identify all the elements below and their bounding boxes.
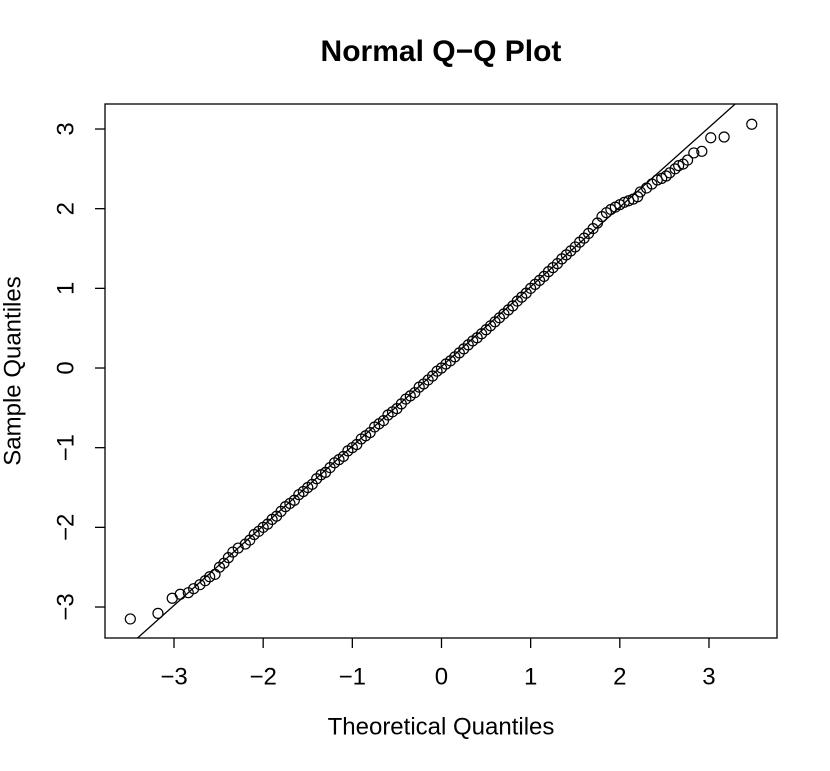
x-tick-label: −1 (339, 663, 366, 690)
x-tick-label: −2 (249, 663, 276, 690)
point (152, 607, 164, 619)
point (204, 571, 216, 583)
chart-title: Normal Q−Q Plot (321, 35, 562, 68)
x-tick-label: 3 (702, 663, 715, 690)
point (688, 147, 700, 159)
y-axis-label: Sample Quantiles (0, 276, 26, 465)
point (705, 132, 717, 144)
y-tick-label: 2 (52, 202, 79, 215)
x-tick-label: 0 (435, 663, 448, 690)
y-tick-label: 0 (52, 361, 79, 374)
point (673, 160, 685, 172)
point (669, 163, 681, 175)
x-tick-label: −3 (160, 663, 187, 690)
reference-line (136, 104, 737, 638)
y-tick-label: −2 (52, 514, 79, 541)
plot-box (104, 103, 778, 639)
point (660, 170, 672, 182)
point (188, 583, 200, 595)
y-tick-label: −3 (52, 593, 79, 620)
y-tick-label: 1 (52, 282, 79, 295)
y-tick-label: −1 (52, 434, 79, 461)
point (718, 131, 730, 143)
point (681, 154, 694, 166)
x-tick-label: 2 (613, 663, 626, 690)
point (634, 186, 646, 198)
x-tick-label: 1 (524, 663, 537, 690)
point (746, 118, 758, 130)
x-axis-label: Theoretical Quantiles (328, 713, 555, 740)
y-tick-label: 3 (52, 122, 79, 135)
points (124, 118, 758, 625)
point (124, 613, 136, 625)
point (696, 145, 708, 157)
